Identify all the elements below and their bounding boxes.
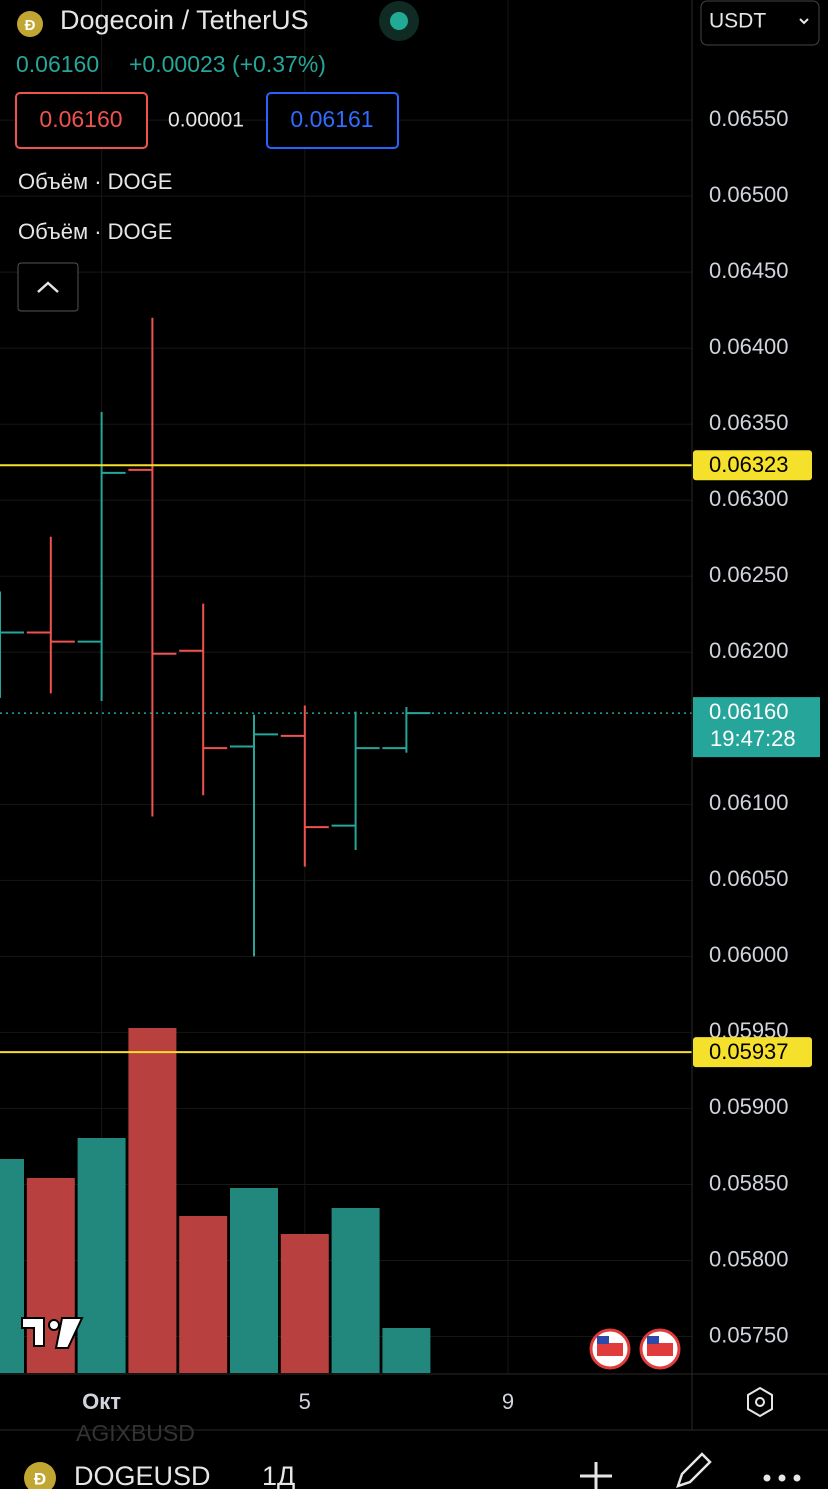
hline-label: 0.06323 bbox=[709, 452, 789, 477]
y-tick-label: 0.06250 bbox=[709, 562, 789, 587]
last-price-box bbox=[693, 697, 820, 758]
y-tick-label: 0.06500 bbox=[709, 182, 789, 207]
bid-price: 0.06160 bbox=[39, 106, 122, 132]
sell-button[interactable] bbox=[15, 92, 148, 149]
volume-bar bbox=[331, 1208, 380, 1373]
more-icon[interactable] bbox=[763, 1474, 801, 1482]
x-tick-label: Окт bbox=[82, 1389, 121, 1414]
collapse-button[interactable] bbox=[17, 262, 79, 312]
y-tick-label: 0.05850 bbox=[709, 1170, 789, 1195]
volume-bar bbox=[77, 1138, 126, 1373]
add-icon[interactable] bbox=[580, 1462, 612, 1489]
symbol-title: Dogecoin / TetherUS bbox=[60, 5, 309, 35]
y-tick-label: 0.06200 bbox=[709, 638, 789, 663]
y-tick-label: 0.06300 bbox=[709, 486, 789, 511]
market-status bbox=[390, 12, 408, 30]
y-tick-label: 0.06550 bbox=[709, 106, 789, 131]
volume-bar bbox=[280, 1234, 329, 1373]
x-tick-label: 5 bbox=[299, 1389, 311, 1414]
hline-label-box bbox=[693, 450, 812, 481]
volume-bar bbox=[128, 1028, 177, 1373]
x-tick-label: 9 bbox=[502, 1389, 514, 1414]
buy-button[interactable] bbox=[266, 92, 399, 149]
y-tick-label: 0.06050 bbox=[709, 866, 789, 891]
last-price-label: 0.06160 bbox=[709, 699, 789, 724]
volume-bar bbox=[179, 1216, 228, 1373]
indicator-label: Объём · DOGE bbox=[18, 219, 172, 244]
y-tick-label: 0.06100 bbox=[709, 790, 789, 815]
settings-icon[interactable] bbox=[747, 1386, 773, 1418]
coin-icon-letter: Ð bbox=[34, 1469, 46, 1488]
ask-price: 0.06161 bbox=[290, 106, 373, 132]
draw-icon[interactable] bbox=[676, 1452, 712, 1488]
y-tick-label: 0.06350 bbox=[709, 410, 789, 435]
event-flag[interactable] bbox=[639, 1328, 681, 1370]
collapse-icon bbox=[37, 281, 59, 293]
y-tick-label: 0.06400 bbox=[709, 334, 789, 359]
plot-area bbox=[0, 0, 692, 1373]
tv-logo bbox=[21, 1317, 84, 1349]
volume-bar bbox=[0, 1159, 24, 1373]
ghost-symbol: AGIXBUSD bbox=[76, 1420, 195, 1446]
spread: 0.00001 bbox=[168, 109, 244, 132]
coin-icon bbox=[17, 11, 43, 37]
coin-icon-letter: Ð bbox=[25, 17, 36, 34]
hline-label-box bbox=[693, 1037, 812, 1068]
volume-bar bbox=[230, 1188, 278, 1373]
y-tick-label: 0.05900 bbox=[709, 1094, 789, 1119]
dropdown-caret bbox=[799, 18, 809, 25]
footer-interval[interactable]: 1Д bbox=[262, 1461, 295, 1489]
currency-select[interactable] bbox=[700, 0, 820, 46]
last-price: 0.06160 bbox=[16, 51, 99, 77]
hline-label: 0.05937 bbox=[709, 1039, 789, 1064]
y-tick-label: 0.06450 bbox=[709, 258, 789, 283]
footer-symbol[interactable]: DOGEUSD bbox=[74, 1461, 211, 1489]
settings-icon-center bbox=[755, 1397, 765, 1407]
price-change: +0.00023 (+0.37%) bbox=[129, 51, 326, 77]
indicator-label: Объём · DOGE bbox=[18, 169, 172, 194]
volume-bar bbox=[382, 1328, 431, 1373]
coin-icon bbox=[24, 1462, 56, 1489]
currency-label: USDT bbox=[709, 10, 766, 33]
event-flag[interactable] bbox=[589, 1328, 631, 1370]
y-tick-label: 0.06000 bbox=[709, 942, 789, 967]
countdown-label: 19:47:28 bbox=[710, 726, 796, 751]
y-tick-label: 0.05750 bbox=[709, 1322, 789, 1347]
y-tick-label: 0.05800 bbox=[709, 1246, 789, 1271]
